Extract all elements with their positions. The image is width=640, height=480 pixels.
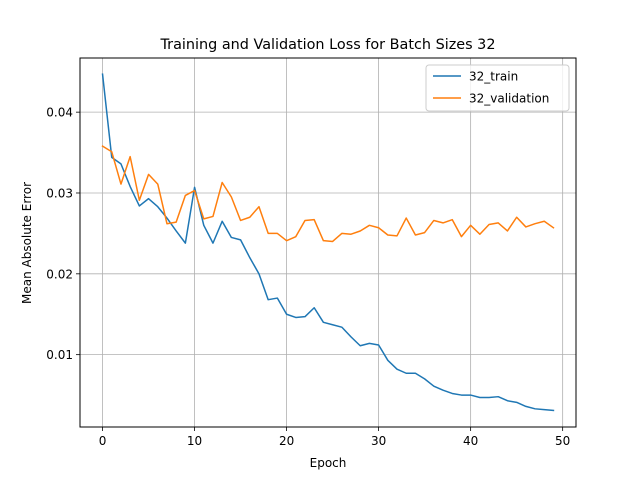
legend-box — [425, 64, 570, 112]
legend-label: 32_validation — [469, 92, 549, 106]
grid — [80, 58, 576, 427]
legend: 32_train 32_validation — [425, 64, 570, 112]
x-tick-label: 10 — [187, 434, 202, 448]
series-line-32-train — [101, 73, 555, 412]
x-tick-label: 20 — [279, 434, 294, 448]
series-line-32-validation — [101, 145, 555, 243]
y-tick-label: 0.01 — [46, 348, 73, 362]
chart-title: Training and Validation Loss for Batch S… — [159, 37, 495, 53]
x-axis-ticks: 0 10 20 30 40 50 — [99, 427, 570, 448]
x-tick-label: 40 — [463, 434, 478, 448]
y-axis-ticks: 0.01 0.02 0.03 0.04 — [46, 106, 80, 362]
series-lines — [101, 73, 555, 412]
x-axis-label: Epoch — [310, 456, 347, 470]
y-tick-label: 0.03 — [46, 186, 73, 200]
y-tick-label: 0.04 — [46, 106, 73, 120]
x-tick-label: 30 — [371, 434, 386, 448]
x-tick-label: 0 — [99, 434, 107, 448]
y-tick-label: 0.02 — [46, 267, 73, 281]
axes-frame — [79, 57, 577, 428]
x-tick-label: 50 — [555, 434, 570, 448]
y-axis-label: Mean Absolute Error — [20, 182, 34, 304]
legend-label: 32_train — [469, 70, 518, 84]
